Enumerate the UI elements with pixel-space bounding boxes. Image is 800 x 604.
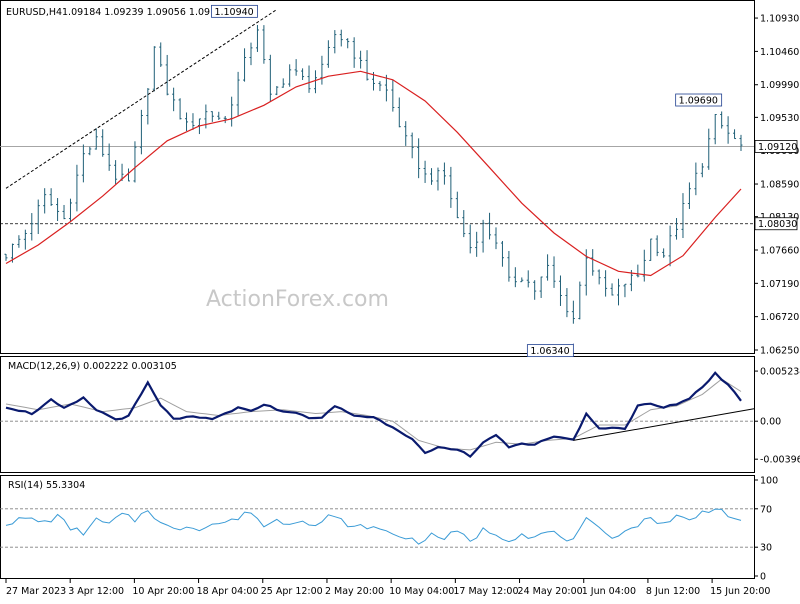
rsi-axis-label: 70 [760, 504, 772, 515]
rsi-title: RSI(14) 55.3304 [8, 480, 85, 491]
price-axis-label: 1.07660 [760, 245, 799, 256]
watermark-text: ActionForex.com [206, 287, 389, 312]
time-axis-label: 10 May 04:00 [389, 586, 454, 597]
time-axis-label: 8 Jun 12:00 [646, 586, 700, 597]
price-pane-frame [0, 0, 755, 354]
annotation-label: 1.10940 [214, 7, 253, 18]
macd-pane-frame [0, 356, 755, 473]
price-axis-label: 1.07190 [760, 279, 799, 290]
macd-trendline [573, 408, 755, 441]
price-axis-label: 1.09990 [760, 80, 799, 91]
level-price-box: 1.08030 [754, 217, 798, 231]
level-price-box-label: 1.08030 [758, 219, 797, 230]
macd-axis-label: -0.003966 [760, 455, 800, 466]
rsi-plot [0, 508, 754, 548]
axes: 1.109301.104601.099901.095301.090601.085… [5, 14, 800, 597]
price-axis-label: 1.09530 [760, 113, 799, 124]
time-axis-label: 17 May 12:00 [453, 586, 518, 597]
time-axis-label: 1 Jun 04:00 [582, 586, 636, 597]
price-annotation: 1.10940 [211, 4, 258, 18]
annotation-label: 1.09690 [679, 96, 718, 107]
annotation-label: 1.06340 [530, 346, 569, 357]
price-annotation: 1.06340 [526, 343, 574, 358]
rsi-axis-label: 0 [760, 572, 766, 583]
current-price-box-label: 1.09120 [758, 142, 797, 153]
macd-main-line [5, 371, 742, 459]
macd-title: MACD(12,26,9) 0.002222 0.003105 [8, 361, 177, 372]
price-axis-label: 1.06720 [760, 312, 799, 323]
annotation-box [675, 93, 723, 107]
current-price-box: 1.09120 [754, 140, 798, 153]
current-price-box-frame [754, 140, 798, 153]
time-axis-label: 10 Apr 20:00 [132, 586, 194, 597]
macd-plot [0, 371, 755, 459]
macd-axis-label: 0.00 [760, 417, 781, 428]
time-axis-label: 18 Apr 04:00 [197, 586, 259, 597]
level-price-box-frame [754, 217, 798, 231]
time-axis-label: 3 Apr 12:00 [68, 586, 124, 597]
uptrend-line [5, 9, 278, 189]
time-axis-label: 27 Mar 2023 [6, 586, 66, 597]
price-axis-label: 1.10460 [760, 47, 799, 58]
time-axis-label: 24 May 20:00 [518, 586, 583, 597]
time-axis-label: 15 Jun 20:00 [710, 586, 770, 597]
price-annotation: 1.09690 [675, 93, 723, 107]
rsi-pane-frame [0, 475, 755, 579]
rsi-axis-label: 100 [760, 476, 778, 487]
rsi-line [5, 508, 742, 545]
annotation-box [526, 344, 574, 358]
symbol-label: EURUSD,H4 [6, 7, 62, 18]
macd-axis-label: 0.005234 [760, 367, 800, 378]
moving-average-line [5, 70, 742, 277]
time-axis-label: 25 Apr 12:00 [261, 586, 323, 597]
macd-signal-line [5, 378, 742, 451]
price-axis-label: 1.08590 [760, 180, 799, 191]
price-plot: 1.10940 1.09690 1.06340 [0, 4, 754, 358]
ohlc-readout: 1.09184 1.09239 1.09056 1.09120 [62, 7, 228, 18]
rsi-axis-label: 30 [760, 543, 772, 554]
price-axis-label: 1.10930 [760, 14, 799, 25]
time-axis-label: 2 May 20:00 [325, 586, 384, 597]
annotation-box [211, 4, 258, 18]
price-axis-label: 1.06250 [760, 346, 799, 357]
